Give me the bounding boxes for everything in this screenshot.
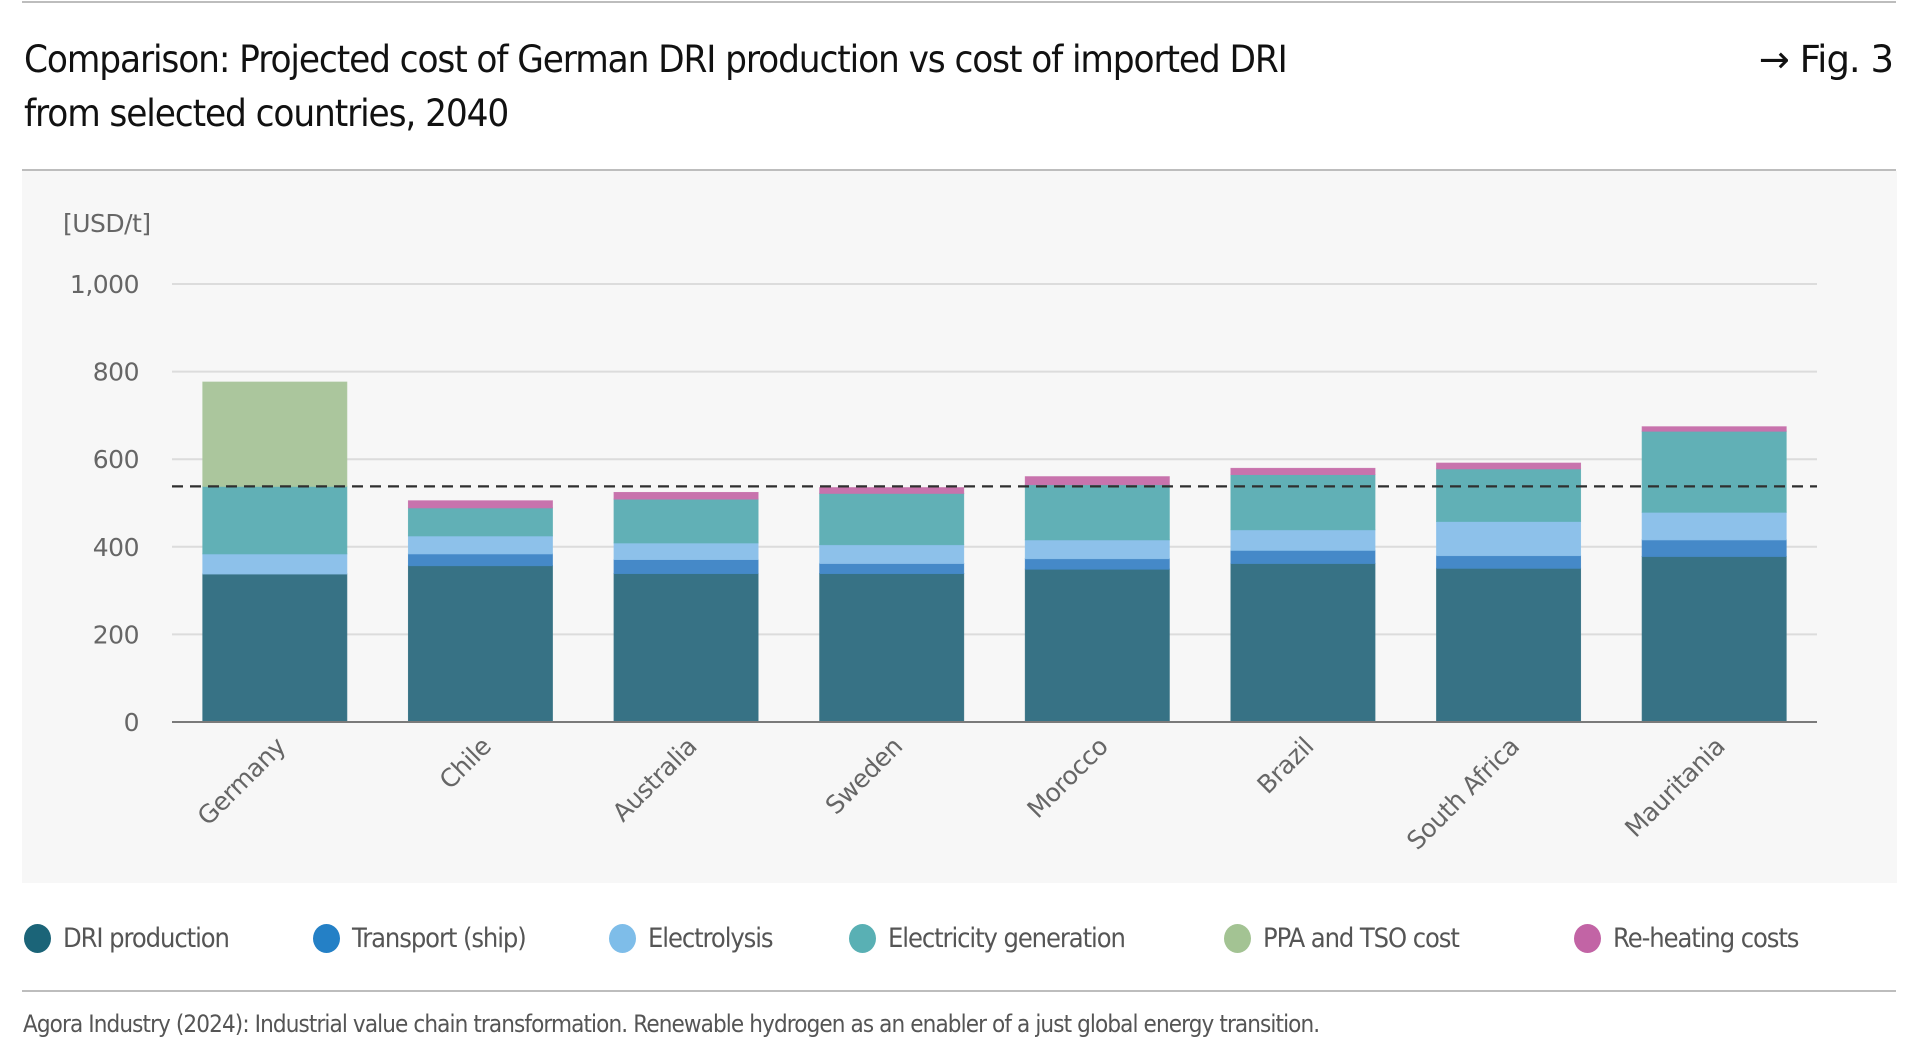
bar-segment-electricity-generation (613, 498, 759, 544)
y-tick-label: 1,000 (70, 270, 139, 299)
legend-item-dri-production: DRI production (24, 918, 247, 958)
legend-swatch-icon (24, 923, 51, 953)
bars (202, 381, 1787, 723)
x-tick-label: Mauritania (1619, 732, 1730, 843)
bar-segment-transport-ship (407, 553, 553, 567)
x-tick-label: Brazil (1251, 732, 1319, 800)
bar-segment-re-heating-costs (1641, 426, 1787, 432)
legend-item-reheating-costs: Re-heating costs (1574, 918, 1819, 958)
legend-label: Electrolysis (648, 922, 774, 954)
bar-stack-morocco (1024, 476, 1170, 723)
bar-segment-electrolysis (1641, 511, 1787, 541)
title-divider (22, 169, 1896, 171)
legend-swatch-icon (609, 923, 636, 953)
source-citation: Agora Industry (2024): Industrial value … (23, 1010, 1320, 1038)
x-tick-label: Chile (434, 732, 497, 795)
y-tick-label: 0 (124, 708, 139, 737)
bar-segment-transport-ship (819, 562, 965, 575)
legend-label: Re-heating costs (1613, 922, 1799, 954)
x-tick-label: South Africa (1401, 732, 1525, 856)
y-tick-label: 200 (93, 620, 139, 649)
bar-segment-re-heating-costs (1230, 467, 1376, 476)
legend-item-electrolysis: Electrolysis (609, 918, 786, 958)
y-tick-label: 800 (93, 358, 139, 387)
legend-item-ppa-tso-cost: PPA and TSO cost (1224, 918, 1481, 958)
y-tick-label: 400 (93, 533, 139, 562)
x-tick-label: Morocco (1021, 732, 1113, 824)
legend-swatch-icon (1224, 923, 1251, 953)
figure-reference: → Fig. 3 (1758, 38, 1894, 81)
bar-segment-re-heating-costs (819, 487, 965, 494)
bar-segment-electricity-generation (1641, 430, 1787, 513)
chart-title-line1: Comparison: Projected cost of German DRI… (24, 38, 1288, 81)
bar-segment-electricity-generation (1230, 474, 1376, 531)
chart-title: Comparison: Projected cost of German DRI… (24, 33, 1549, 141)
bar-segment-transport-ship (1230, 549, 1376, 564)
bar-segment-re-heating-costs (613, 491, 759, 500)
bar-segment-re-heating-costs (407, 500, 553, 509)
x-tick-label: Australia (607, 732, 703, 828)
bar-segment-electrolysis (819, 544, 965, 564)
source-divider (22, 990, 1896, 992)
chart-title-line2: from selected countries, 2040 (24, 92, 509, 135)
bar-stack-brazil (1230, 467, 1376, 723)
legend-label: Transport (ship) (352, 922, 527, 954)
bar-segment-ppa-and-tso-cost (202, 381, 348, 487)
legend-item-electricity-generation: Electricity generation (849, 918, 1151, 958)
bar-stack-germany (202, 381, 348, 723)
bar-stack-south-africa (1436, 462, 1582, 723)
bar-segment-electricity-generation (407, 507, 553, 537)
bar-segment-electrolysis (1436, 520, 1582, 557)
legend-swatch-icon (849, 923, 876, 953)
x-tick-label: Sweden (820, 732, 908, 820)
y-axis-ticks: 0 200 400 600 800 1,000 (70, 270, 140, 737)
bar-stack-mauritania (1641, 426, 1787, 723)
bar-segment-dri-production (1230, 562, 1376, 723)
top-rule (22, 1, 1896, 3)
legend-label: Electricity generation (888, 922, 1126, 954)
bar-segment-electrolysis (1230, 529, 1376, 551)
bar-segment-re-heating-costs (1436, 462, 1582, 470)
bar-segment-electrolysis (1024, 539, 1170, 560)
y-tick-label: 600 (93, 445, 139, 474)
x-tick-label: Germany (192, 731, 292, 831)
legend-label: DRI production (63, 922, 230, 954)
bar-stack-sweden (819, 487, 965, 723)
bar-segment-electricity-generation (1024, 484, 1170, 541)
bar-stack-chile (407, 500, 553, 723)
bar-segment-electrolysis (613, 542, 759, 561)
bar-segment-transport-ship (1641, 539, 1787, 557)
legend-swatch-icon (313, 923, 340, 953)
bar-segment-dri-production (202, 573, 348, 723)
legend-swatch-icon (1574, 923, 1601, 953)
bar-segment-re-heating-costs (1024, 476, 1170, 486)
bar-segment-electricity-generation (202, 485, 348, 555)
bar-segment-dri-production (819, 573, 965, 723)
bar-segment-transport-ship (613, 559, 759, 575)
legend-label: PPA and TSO cost (1263, 922, 1460, 954)
bar-segment-transport-ship (1024, 558, 1170, 570)
bar-segment-electricity-generation (819, 492, 965, 546)
bar-segment-electrolysis (407, 535, 553, 555)
bar-stack-australia (613, 491, 759, 723)
bar-segment-dri-production (1641, 555, 1787, 723)
legend-item-transport-ship: Transport (ship) (313, 918, 545, 958)
bar-segment-dri-production (1024, 568, 1170, 723)
bar-segment-electricity-generation (1436, 468, 1582, 522)
bar-segment-dri-production (613, 573, 759, 723)
y-axis-unit-label: [USD/t] (63, 209, 151, 238)
bar-segment-transport-ship (1436, 555, 1582, 569)
bar-segment-dri-production (407, 565, 553, 723)
bar-segment-electrolysis (202, 553, 348, 575)
x-axis-labels: Germany Chile Australia Sweden Morocco Brazil… (192, 731, 1731, 855)
bar-segment-dri-production (1436, 567, 1582, 723)
legend: DRI production Transport (ship) Electrol… (0, 918, 1920, 958)
